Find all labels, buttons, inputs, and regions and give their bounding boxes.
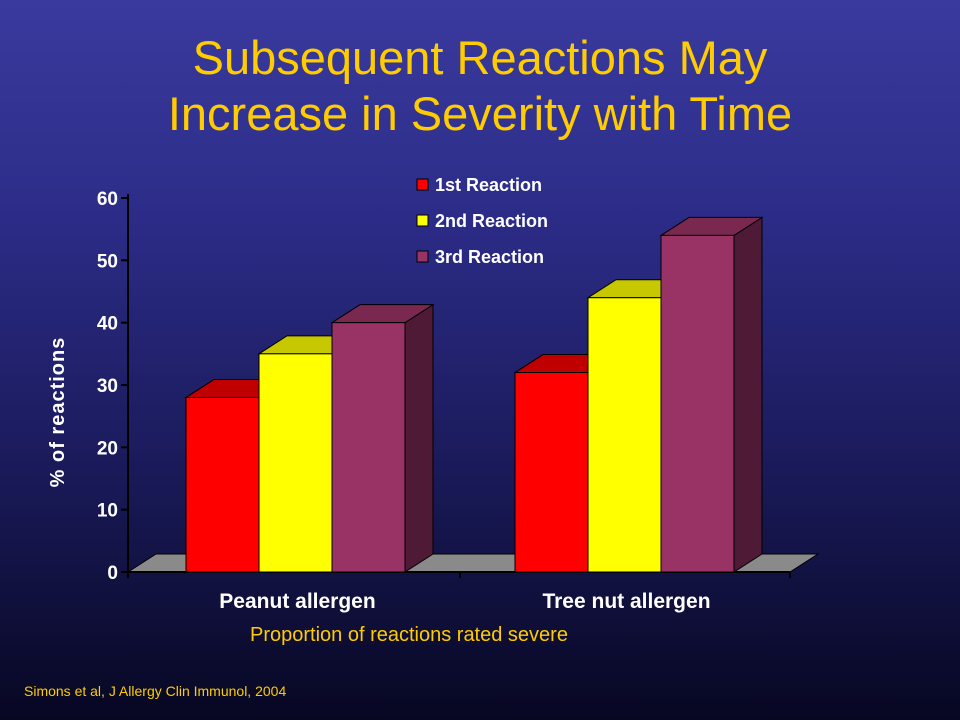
bar-front [258,353,333,573]
legend-swatch [416,178,429,191]
citation: Simons et al, J Allergy Clin Immunol, 20… [24,683,287,699]
bar-front [514,372,589,573]
bar-front [587,297,662,573]
y-tick-label: 10 [97,501,118,522]
legend-swatch [416,250,429,263]
bar-front [660,234,735,573]
y-tick-label: 50 [97,251,118,272]
legend-label: 2nd Reaction [435,211,548,231]
legend-swatch [416,214,429,227]
y-tick-label: 60 [97,189,118,210]
x-category-label: Peanut allergen [219,590,375,613]
title-line-2: Increase in Severity with Time [167,87,793,140]
legend-label: 3rd Reaction [435,247,544,267]
bar-side [404,303,434,573]
y-tick-label: 0 [107,563,118,584]
legend-label: 1st Reaction [435,175,542,195]
y-axis-label: % of reactions [47,337,69,488]
chart-caption: Proportion of reactions rated severe [250,624,568,646]
bar-side [733,216,763,573]
slide-title: Subsequent Reactions May Increase in Sev… [0,30,960,142]
y-tick-label: 20 [97,438,118,459]
y-tick-label: 40 [97,314,118,335]
y-tick-label: 30 [97,376,118,397]
title-line-1: Subsequent Reactions May [192,31,768,84]
bar-front [185,396,260,573]
bar-front [331,322,406,573]
bar [659,216,764,573]
x-category-label: Tree nut allergen [542,590,710,613]
bar [330,303,435,573]
